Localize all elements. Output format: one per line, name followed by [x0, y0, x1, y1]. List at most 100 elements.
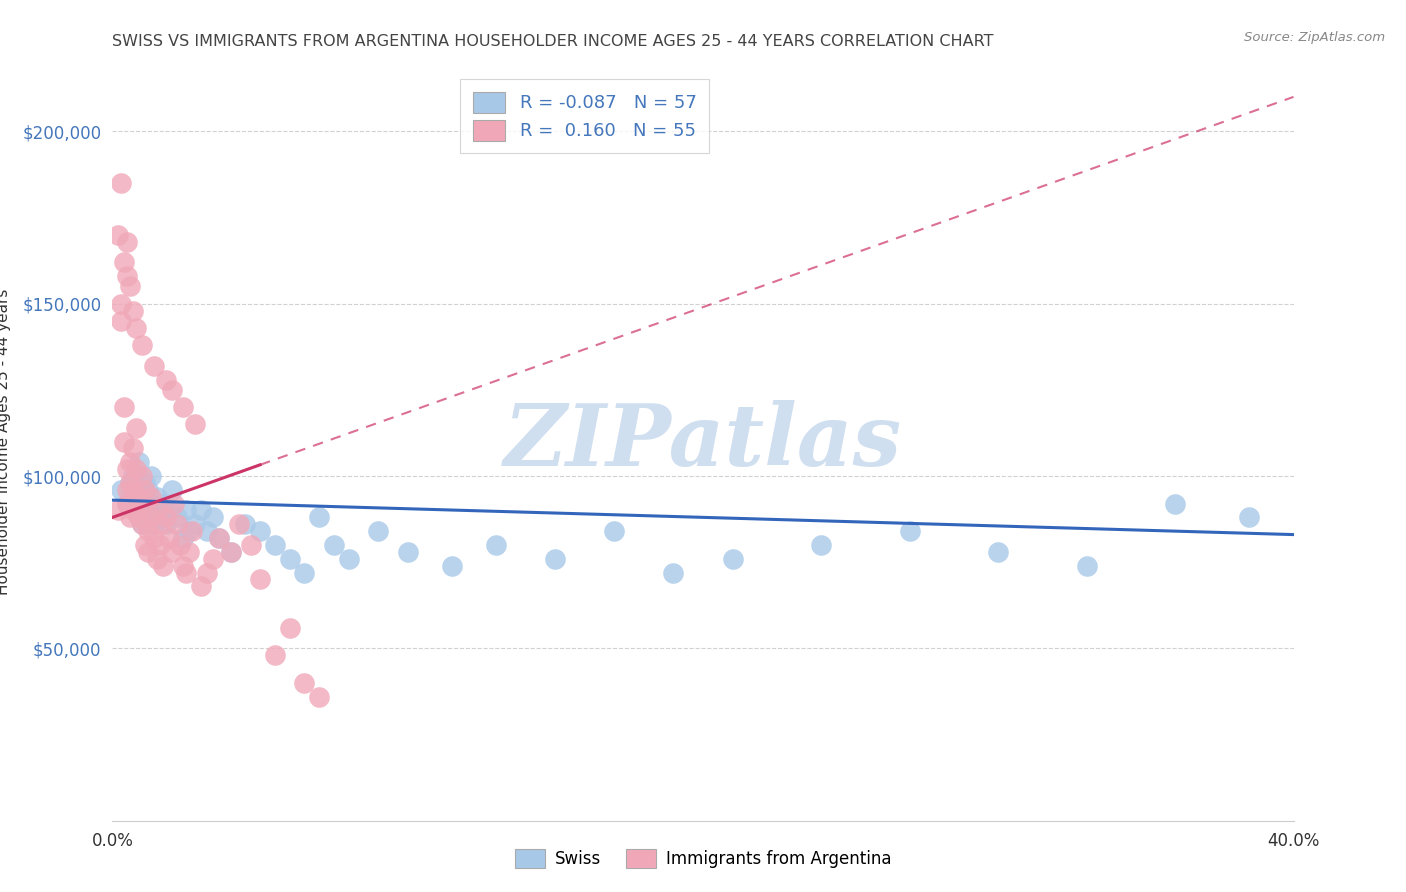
Point — [441, 558, 464, 573]
Point — [155, 517, 177, 532]
Point — [117, 269, 138, 284]
Point — [152, 558, 174, 573]
Point — [122, 483, 145, 497]
Point — [125, 483, 148, 497]
Point — [160, 383, 183, 397]
Point — [163, 497, 186, 511]
Point — [125, 503, 148, 517]
Point — [240, 538, 263, 552]
Point — [172, 400, 194, 414]
Point — [292, 675, 315, 690]
Point — [122, 303, 145, 318]
Point — [136, 524, 159, 538]
Point — [987, 545, 1010, 559]
Point — [157, 531, 180, 545]
Point — [122, 469, 145, 483]
Text: Source: ZipAtlas.com: Source: ZipAtlas.com — [1244, 31, 1385, 45]
Point — [122, 490, 145, 504]
Point — [1164, 497, 1187, 511]
Point — [323, 538, 346, 552]
Point — [308, 690, 330, 704]
Point — [146, 503, 169, 517]
Point — [110, 296, 132, 310]
Point — [190, 579, 212, 593]
Point — [120, 475, 142, 490]
Point — [181, 524, 204, 538]
Point — [134, 483, 156, 497]
Point — [174, 566, 197, 580]
Point — [149, 517, 172, 532]
Point — [308, 510, 330, 524]
Point — [367, 524, 389, 538]
Point — [721, 551, 744, 566]
Point — [125, 320, 148, 334]
Point — [112, 434, 135, 449]
Point — [603, 524, 626, 538]
Point — [112, 255, 135, 269]
Point — [155, 372, 177, 386]
Point — [190, 503, 212, 517]
Point — [195, 524, 218, 538]
Point — [179, 524, 201, 538]
Point — [120, 475, 142, 490]
Point — [179, 545, 201, 559]
Point — [110, 483, 132, 497]
Point — [107, 227, 129, 242]
Point — [160, 545, 183, 559]
Point — [155, 510, 177, 524]
Point — [160, 483, 183, 497]
Point — [134, 490, 156, 504]
Point — [172, 558, 194, 573]
Point — [166, 510, 188, 524]
Point — [131, 338, 153, 352]
Point — [128, 510, 150, 524]
Point — [136, 545, 159, 559]
Point — [128, 455, 150, 469]
Point — [136, 510, 159, 524]
Point — [122, 503, 145, 517]
Point — [139, 497, 162, 511]
Point — [1239, 510, 1261, 524]
Point — [139, 469, 162, 483]
Point — [201, 551, 224, 566]
Point — [228, 517, 250, 532]
Point — [264, 648, 287, 663]
Point — [142, 359, 165, 373]
Point — [107, 503, 129, 517]
Point — [134, 475, 156, 490]
Point — [110, 176, 132, 190]
Point — [131, 517, 153, 532]
Point — [174, 503, 197, 517]
Point — [146, 490, 169, 504]
Point — [128, 490, 150, 504]
Point — [233, 517, 256, 532]
Point — [142, 531, 165, 545]
Point — [166, 517, 188, 532]
Point — [131, 497, 153, 511]
Point — [152, 497, 174, 511]
Point — [195, 566, 218, 580]
Point — [139, 510, 162, 524]
Point — [125, 462, 148, 476]
Point — [249, 524, 271, 538]
Point — [134, 538, 156, 552]
Point — [149, 538, 172, 552]
Point — [219, 545, 242, 559]
Point — [117, 483, 138, 497]
Text: ZIPatlas: ZIPatlas — [503, 400, 903, 483]
Point — [110, 314, 132, 328]
Point — [122, 442, 145, 456]
Legend: Swiss, Immigrants from Argentina: Swiss, Immigrants from Argentina — [508, 842, 898, 875]
Point — [146, 551, 169, 566]
Point — [117, 235, 138, 249]
Point — [219, 545, 242, 559]
Point — [125, 421, 148, 435]
Point — [131, 497, 153, 511]
Point — [169, 538, 191, 552]
Point — [264, 538, 287, 552]
Point — [544, 551, 567, 566]
Point — [131, 469, 153, 483]
Point — [139, 490, 162, 504]
Point — [117, 462, 138, 476]
Point — [142, 517, 165, 532]
